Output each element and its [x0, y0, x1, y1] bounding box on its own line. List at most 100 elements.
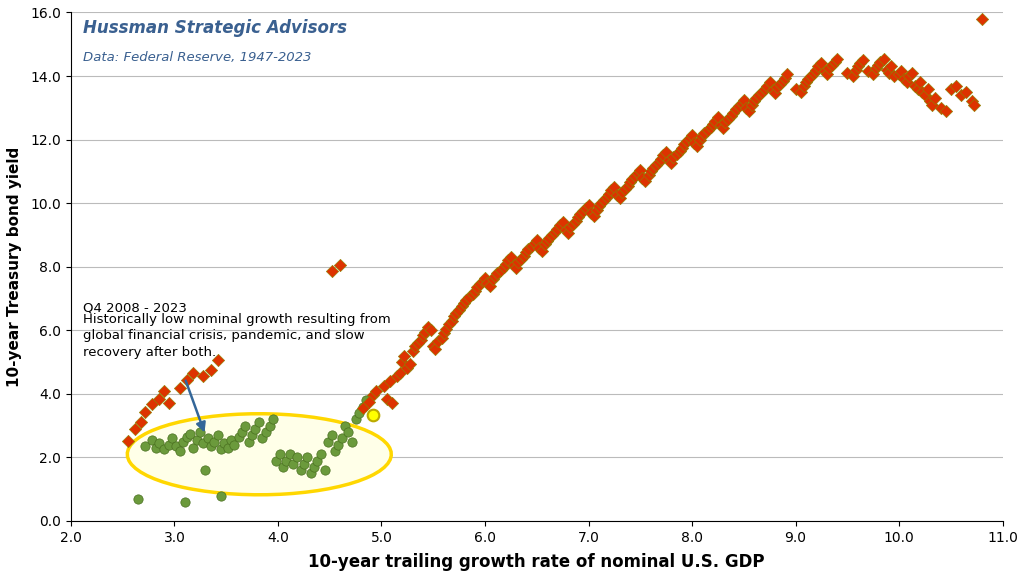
- Point: [351, 408, 367, 417]
- Point: [446, 312, 462, 321]
- Point: [606, 183, 622, 192]
- Point: [178, 375, 195, 384]
- Point: [415, 331, 432, 340]
- Point: [592, 198, 609, 208]
- Point: [534, 246, 550, 255]
- Point: [456, 299, 473, 308]
- Point: [795, 81, 812, 90]
- Point: [916, 91, 933, 100]
- Point: [675, 140, 692, 149]
- Point: [872, 57, 889, 66]
- Point: [754, 87, 771, 97]
- Point: [651, 157, 667, 166]
- Point: [603, 186, 619, 195]
- Point: [192, 427, 208, 436]
- Point: [549, 224, 566, 233]
- Point: [423, 325, 440, 335]
- Point: [171, 383, 188, 392]
- Point: [599, 192, 615, 201]
- Point: [425, 342, 442, 351]
- Point: [461, 292, 478, 302]
- Point: [661, 155, 678, 165]
- Point: [210, 356, 227, 365]
- Point: [818, 70, 834, 79]
- Point: [891, 70, 907, 79]
- Point: [943, 84, 959, 94]
- Point: [738, 103, 754, 113]
- Point: [648, 160, 664, 169]
- Point: [306, 462, 323, 472]
- Point: [779, 70, 795, 79]
- Point: [964, 97, 980, 106]
- Point: [933, 103, 949, 113]
- Point: [199, 434, 215, 443]
- Point: [355, 403, 371, 413]
- Point: [502, 253, 519, 262]
- Point: [127, 424, 144, 434]
- Point: [601, 189, 617, 198]
- Point: [634, 173, 651, 182]
- Point: [958, 87, 975, 97]
- Point: [477, 273, 493, 283]
- Point: [413, 335, 429, 344]
- Point: [974, 14, 990, 24]
- Point: [906, 81, 922, 90]
- Point: [324, 267, 340, 276]
- Point: [653, 154, 669, 163]
- Point: [275, 462, 291, 472]
- Point: [320, 437, 336, 446]
- Point: [800, 75, 816, 84]
- Point: [568, 216, 584, 225]
- Point: [519, 248, 535, 257]
- Point: [489, 268, 505, 277]
- Point: [580, 200, 597, 209]
- Point: [195, 439, 211, 448]
- Point: [174, 437, 191, 446]
- Point: [206, 437, 222, 446]
- Point: [726, 108, 742, 117]
- Point: [392, 369, 408, 378]
- Point: [658, 147, 674, 157]
- Point: [596, 195, 612, 205]
- Point: [427, 344, 444, 354]
- Point: [148, 443, 164, 453]
- Point: [787, 84, 804, 94]
- Point: [555, 217, 571, 227]
- Point: [247, 424, 263, 434]
- Point: [679, 136, 695, 146]
- Point: [241, 437, 257, 446]
- Point: [184, 443, 201, 453]
- Point: [706, 116, 723, 125]
- Point: [816, 66, 832, 76]
- Point: [896, 75, 912, 84]
- Point: [332, 261, 349, 270]
- Point: [611, 194, 627, 203]
- Point: [495, 262, 511, 271]
- Point: [176, 497, 193, 506]
- Text: Hussman Strategic Advisors: Hussman Strategic Advisors: [83, 19, 347, 37]
- Text: Q4 2008 - 2023: Q4 2008 - 2023: [83, 302, 188, 314]
- Point: [137, 407, 154, 417]
- Point: [712, 121, 729, 130]
- Point: [655, 151, 671, 160]
- Point: [850, 62, 866, 71]
- Point: [184, 369, 201, 378]
- Point: [402, 359, 418, 368]
- Point: [244, 431, 260, 440]
- Point: [911, 78, 928, 87]
- Point: [178, 432, 195, 442]
- Point: [417, 327, 434, 336]
- Point: [777, 73, 793, 82]
- Point: [295, 459, 312, 468]
- Point: [317, 465, 333, 475]
- Point: [388, 372, 405, 381]
- Point: [468, 283, 485, 292]
- Point: [590, 202, 607, 211]
- Point: [365, 410, 381, 419]
- Point: [620, 181, 637, 190]
- Point: [451, 305, 467, 314]
- Point: [144, 399, 160, 409]
- Point: [261, 421, 278, 430]
- Point: [803, 72, 819, 81]
- Point: [609, 191, 625, 200]
